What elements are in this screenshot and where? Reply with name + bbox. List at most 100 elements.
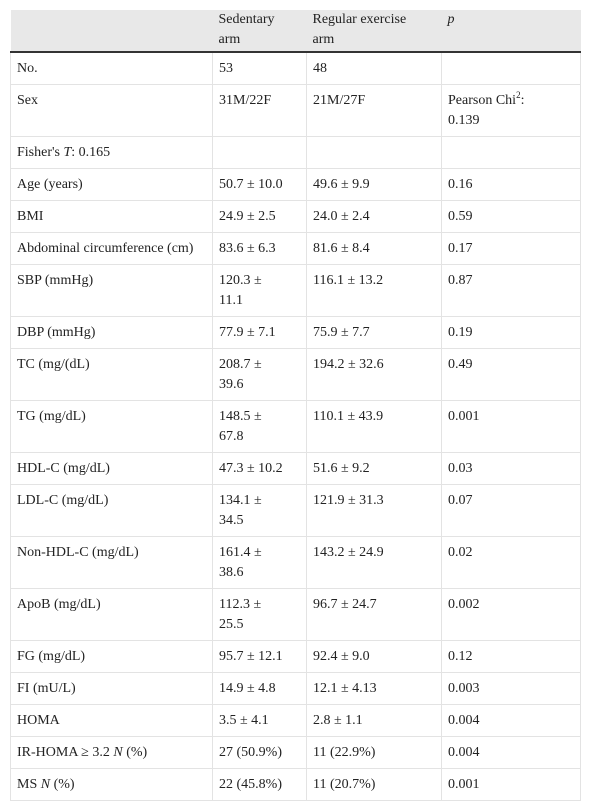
cell: 27 (50.9%): [212, 736, 307, 769]
text-run: Fisher's: [17, 145, 64, 160]
data-table: Sedentary arm Regular exercise arm p No. 53…: [10, 10, 581, 801]
text-run: (%): [122, 745, 148, 760]
row-label: FG (mg/dL): [10, 640, 213, 673]
cell: [441, 51, 581, 85]
header-row: Sedentary arm Regular exercise arm p: [10, 10, 581, 53]
table-row: DBP (mmHg) 77.9 ± 7.1 75.9 ± 7.7 0.19: [10, 316, 581, 349]
cell: 143.2 ± 24.9: [306, 536, 442, 589]
cell: 11 (22.9%): [306, 736, 442, 769]
row-label: Sex: [10, 84, 213, 137]
table-row: Age (years) 50.7 ± 10.0 49.6 ± 9.9 0.16: [10, 168, 581, 201]
table-row: Abdominal circumference (cm) 83.6 ± 6.3 81…: [10, 232, 581, 265]
table-row: FI (mU/L) 14.9 ± 4.8 12.1 ± 4.13 0.003: [10, 672, 581, 705]
table-row: TC (mg/(dL) 208.7 ± 39.6 194.2 ± 32.6 0.49: [10, 348, 581, 401]
cell: 95.7 ± 12.1: [212, 640, 307, 673]
header-cell: p: [441, 10, 581, 53]
cell: Pearson Chi2: 0.139: [441, 84, 581, 137]
cell: 194.2 ± 32.6: [306, 348, 442, 401]
cell: 0.002: [441, 588, 581, 641]
text-run: MS: [17, 777, 41, 792]
cell: 120.3 ± 11.1: [212, 264, 307, 317]
row-label: Fisher's T: 0.165: [10, 136, 213, 169]
cell: 49.6 ± 9.9: [306, 168, 442, 201]
row-label: FI (mU/L): [10, 672, 213, 705]
table-body: No. 53 48 Sex 31M/22F 21M/27F Pearson Chi2: 0.…: [10, 51, 581, 801]
cell: 208.7 ± 39.6: [212, 348, 307, 401]
table-row: ApoB (mg/dL) 112.3 ± 25.5 96.7 ± 24.7 0.002: [10, 588, 581, 641]
table-row: HDL-C (mg/dL) 47.3 ± 10.2 51.6 ± 9.2 0.03: [10, 452, 581, 485]
cell: 148.5 ± 67.8: [212, 400, 307, 453]
text-run: : 0.139: [448, 93, 525, 128]
cell: 0.19: [441, 316, 581, 349]
cell: 0.59: [441, 200, 581, 233]
cell: 0.16: [441, 168, 581, 201]
table-row: No. 53 48: [10, 51, 581, 85]
cell: 11 (20.7%): [306, 768, 442, 801]
header-cell: [10, 10, 213, 53]
table-row: Non-HDL-C (mg/dL) 161.4 ± 38.6 143.2 ± 24.…: [10, 536, 581, 589]
text-run: Pearson Chi: [448, 93, 517, 108]
table-header: Sedentary arm Regular exercise arm p: [10, 10, 581, 53]
row-label: SBP (mmHg): [10, 264, 213, 317]
cell: 2.8 ± 1.1: [306, 704, 442, 737]
cell: 24.0 ± 2.4: [306, 200, 442, 233]
cell: 0.49: [441, 348, 581, 401]
row-label: MS N (%): [10, 768, 213, 801]
cell: 0.12: [441, 640, 581, 673]
row-label: LDL-C (mg/dL): [10, 484, 213, 537]
table-row: Fisher's T: 0.165: [10, 136, 581, 169]
cell: 0.87: [441, 264, 581, 317]
cell: 21M/27F: [306, 84, 442, 137]
cell: 48: [306, 51, 442, 85]
cell: 0.001: [441, 400, 581, 453]
cell: 22 (45.8%): [212, 768, 307, 801]
text-run: : 0.165: [71, 145, 111, 160]
row-label: IR-HOMA ≥ 3.2 N (%): [10, 736, 213, 769]
table-row: FG (mg/dL) 95.7 ± 12.1 92.4 ± 9.0 0.12: [10, 640, 581, 673]
cell: 0.004: [441, 736, 581, 769]
row-label: TG (mg/dL): [10, 400, 213, 453]
cell: 31M/22F: [212, 84, 307, 137]
italic-run: p: [447, 12, 455, 27]
cell: 3.5 ± 4.1: [212, 704, 307, 737]
row-label: TC (mg/(dL): [10, 348, 213, 401]
italic-run: N: [113, 745, 123, 760]
cell: 75.9 ± 7.7: [306, 316, 442, 349]
cell: 0.02: [441, 536, 581, 589]
cell: 53: [212, 51, 307, 85]
cell: 0.001: [441, 768, 581, 801]
row-label: Non-HDL-C (mg/dL): [10, 536, 213, 589]
cell: 96.7 ± 24.7: [306, 588, 442, 641]
row-label: ApoB (mg/dL): [10, 588, 213, 641]
cell: 121.9 ± 31.3: [306, 484, 442, 537]
row-label: Age (years): [10, 168, 213, 201]
cell: 51.6 ± 9.2: [306, 452, 442, 485]
header-cell: Sedentary arm: [212, 10, 307, 53]
cell: [306, 136, 442, 169]
cell: 0.004: [441, 704, 581, 737]
cell: 161.4 ± 38.6: [212, 536, 307, 589]
cell: 14.9 ± 4.8: [212, 672, 307, 705]
header-cell: Regular exercise arm: [306, 10, 442, 53]
cell: 0.003: [441, 672, 581, 705]
cell: 0.17: [441, 232, 581, 265]
cell: [441, 136, 581, 169]
table-row: BMI 24.9 ± 2.5 24.0 ± 2.4 0.59: [10, 200, 581, 233]
superscript: 2: [516, 90, 521, 100]
row-label: No.: [10, 51, 213, 85]
cell: 83.6 ± 6.3: [212, 232, 307, 265]
table-row: LDL-C (mg/dL) 134.1 ± 34.5 121.9 ± 31.3 0.0…: [10, 484, 581, 537]
table-row: Sex 31M/22F 21M/27F Pearson Chi2: 0.139: [10, 84, 581, 137]
table-row: SBP (mmHg) 120.3 ± 11.1 116.1 ± 13.2 0.87: [10, 264, 581, 317]
row-label: HOMA: [10, 704, 213, 737]
row-label: BMI: [10, 200, 213, 233]
table-row: HOMA 3.5 ± 4.1 2.8 ± 1.1 0.004: [10, 704, 581, 737]
row-label: HDL-C (mg/dL): [10, 452, 213, 485]
table-row: TG (mg/dL) 148.5 ± 67.8 110.1 ± 43.9 0.001: [10, 400, 581, 453]
cell: 24.9 ± 2.5: [212, 200, 307, 233]
table-row: IR-HOMA ≥ 3.2 N (%) 27 (50.9%) 11 (22.9%) 0…: [10, 736, 581, 769]
cell: 112.3 ± 25.5: [212, 588, 307, 641]
cell: 134.1 ± 34.5: [212, 484, 307, 537]
cell: 50.7 ± 10.0: [212, 168, 307, 201]
